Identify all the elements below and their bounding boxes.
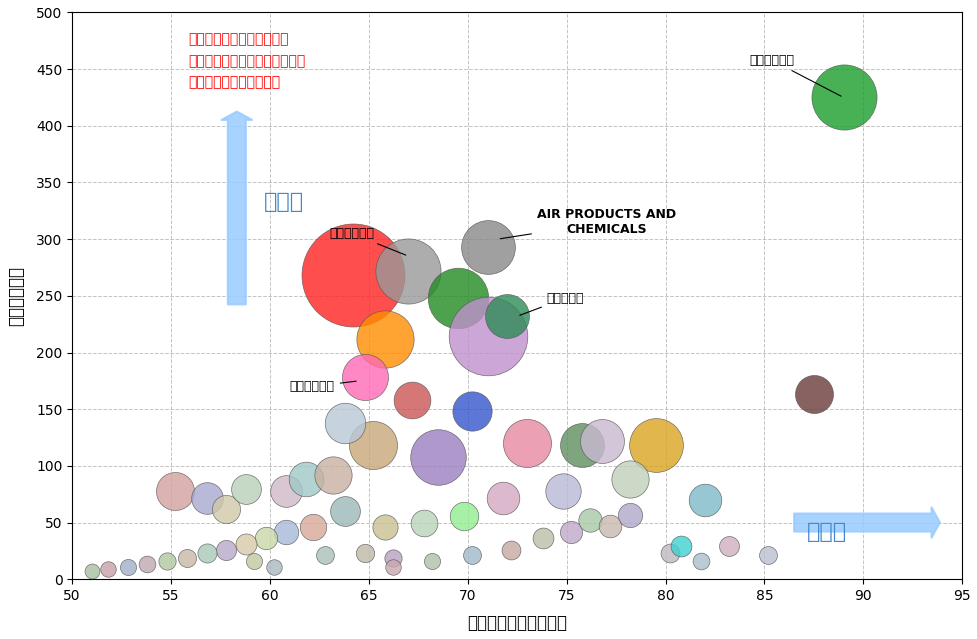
Point — [554, 486, 570, 496]
Point — [364, 440, 380, 450]
Point — [84, 566, 100, 576]
Point — [238, 484, 254, 494]
Point — [693, 556, 708, 566]
Point — [266, 562, 281, 572]
Point — [602, 521, 617, 531]
Point — [424, 556, 440, 566]
Point — [179, 553, 194, 563]
Point — [337, 418, 353, 428]
Point — [503, 544, 519, 555]
Text: 三井金属鉱業: 三井金属鉱業 — [748, 54, 840, 96]
Point — [449, 293, 465, 304]
Point — [621, 509, 637, 520]
Point — [495, 493, 511, 503]
Point — [479, 242, 494, 252]
Point — [720, 541, 736, 551]
Point — [345, 270, 361, 281]
Text: 総合力: 総合力 — [263, 192, 303, 212]
Point — [384, 553, 400, 563]
Point — [519, 438, 534, 449]
Point — [562, 527, 577, 537]
Point — [673, 541, 689, 551]
X-axis label: パテントスコア最高値: パテントスコア最高値 — [467, 614, 567, 632]
Point — [463, 550, 479, 560]
Point — [376, 522, 392, 532]
Text: トヨタ自動車: トヨタ自動車 — [329, 227, 405, 255]
Point — [159, 556, 175, 566]
Point — [430, 452, 446, 462]
Point — [621, 474, 637, 484]
Point — [384, 562, 400, 572]
Point — [404, 395, 420, 405]
Point — [258, 534, 274, 544]
Point — [416, 518, 432, 528]
Text: AIR PRODUCTS AND
CHEMICALS: AIR PRODUCTS AND CHEMICALS — [499, 208, 675, 239]
Point — [277, 527, 293, 537]
Point — [574, 440, 590, 450]
Point — [297, 474, 313, 484]
Text: 本田技研工業: 本田技研工業 — [289, 380, 356, 393]
Point — [100, 564, 115, 574]
Point — [325, 470, 341, 480]
Y-axis label: 権利者スコア: 権利者スコア — [7, 266, 25, 326]
Point — [119, 562, 135, 572]
Point — [140, 559, 155, 569]
Point — [463, 406, 479, 417]
Point — [198, 548, 214, 558]
Point — [582, 515, 598, 525]
Point — [697, 495, 712, 505]
Point — [534, 534, 550, 544]
Point — [647, 440, 662, 450]
Point — [661, 548, 677, 558]
Point — [760, 550, 776, 560]
Point — [401, 266, 416, 276]
Point — [337, 506, 353, 516]
Text: 円の大きさ：有効特許件数
縦軸（権利者スコア）：総合力
横軸（最高値）：個別力: 円の大きさ：有効特許件数 縦軸（権利者スコア）：総合力 横軸（最高値）：個別力 — [188, 33, 305, 89]
Point — [318, 550, 333, 560]
Point — [219, 544, 234, 555]
Point — [805, 389, 821, 399]
Point — [357, 373, 372, 383]
Point — [198, 493, 214, 503]
Point — [246, 556, 262, 566]
Point — [306, 522, 321, 532]
Point — [499, 311, 515, 321]
Point — [238, 539, 254, 549]
Text: ＧＳユアサ: ＧＳユアサ — [519, 291, 584, 315]
Point — [479, 330, 494, 341]
Point — [167, 486, 183, 496]
Point — [594, 436, 610, 446]
Point — [376, 334, 392, 344]
Text: 個別力: 個別力 — [806, 522, 846, 543]
Point — [357, 548, 372, 558]
Point — [219, 504, 234, 514]
Point — [455, 511, 471, 521]
Point — [277, 486, 293, 496]
Point — [835, 93, 851, 103]
